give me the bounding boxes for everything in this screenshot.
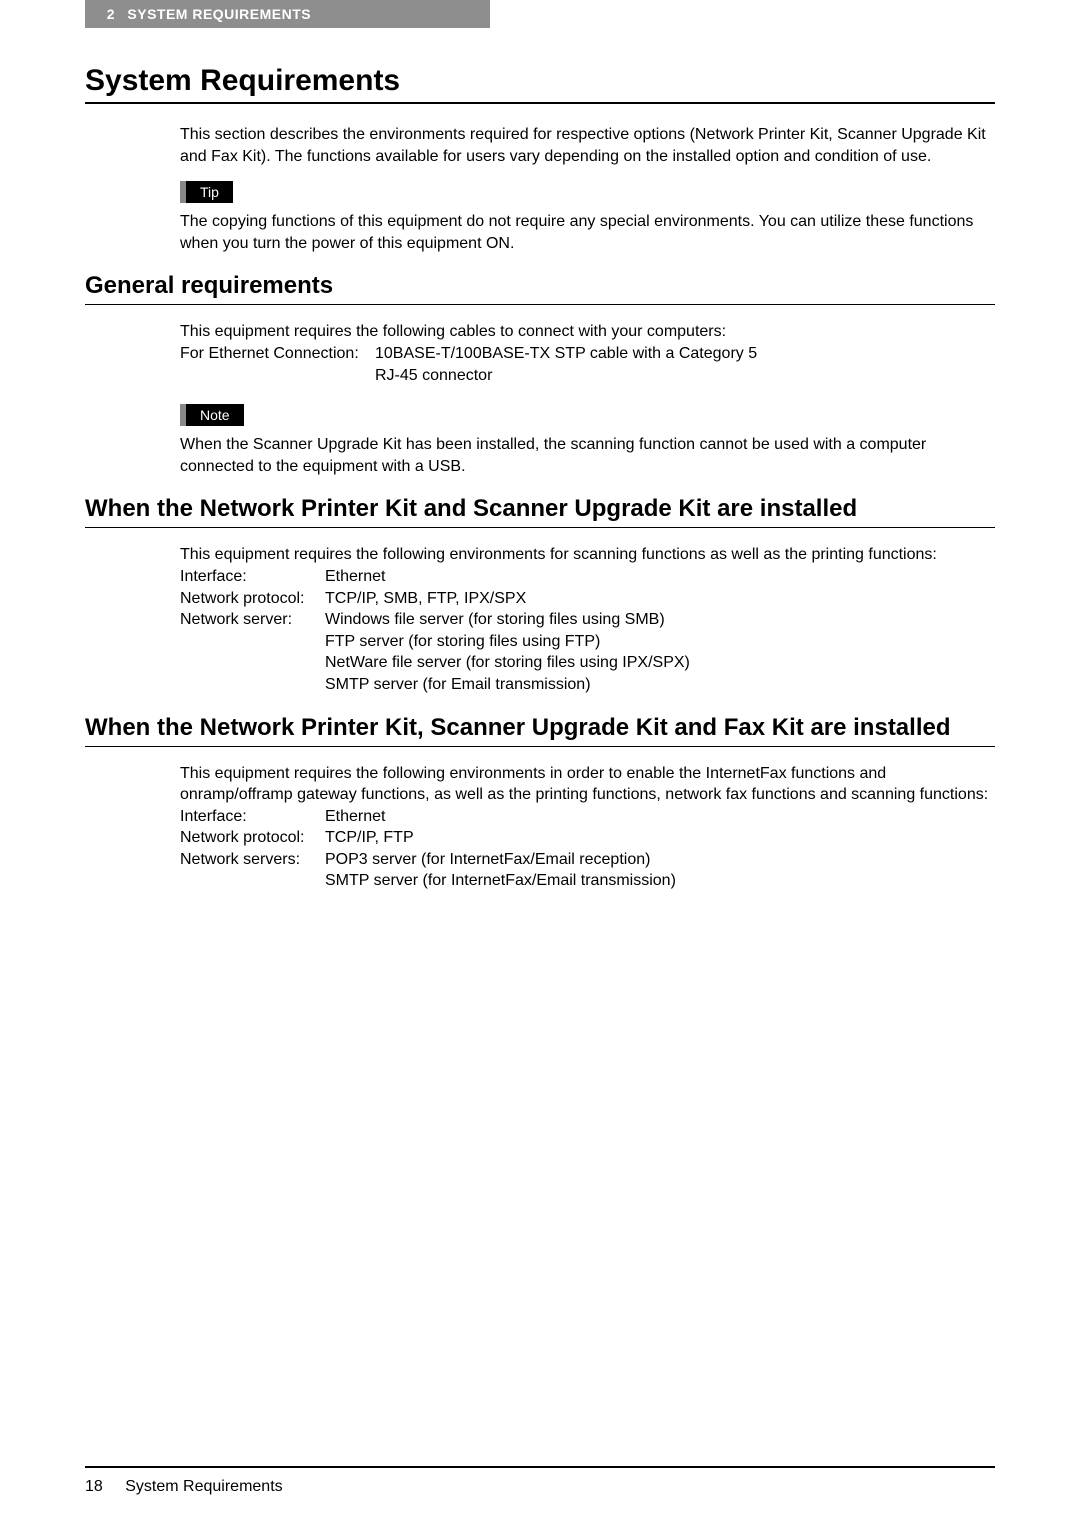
spec-value-line: POP3 server (for InternetFax/Email recep… [325, 849, 995, 871]
chapter-title: SYSTEM REQUIREMENTS [127, 6, 311, 22]
intro-paragraph: This section describes the environments … [180, 124, 995, 167]
note-label: Note [180, 404, 244, 426]
spec-row-interface: Interface: Ethernet [180, 806, 995, 828]
np-scanner-intro: This equipment requires the following en… [180, 544, 995, 566]
spec-value: TCP/IP, SMB, FTP, IPX/SPX [325, 588, 995, 610]
spec-row-protocol: Network protocol: TCP/IP, SMB, FTP, IPX/… [180, 588, 995, 610]
spec-label: Interface: [180, 566, 325, 588]
tip-label: Tip [180, 181, 233, 203]
cables-intro: This equipment requires the following ca… [180, 321, 995, 343]
chapter-header: 2 SYSTEM REQUIREMENTS [85, 0, 490, 28]
spec-label: Network protocol: [180, 588, 325, 610]
spec-value-line: SMTP server (for InternetFax/Email trans… [325, 870, 995, 892]
spec-row-interface: Interface: Ethernet [180, 566, 995, 588]
page-footer: 18 System Requirements [85, 1466, 995, 1496]
footer-rule [85, 1466, 995, 1468]
spec-label: Network protocol: [180, 827, 325, 849]
spec-value: Ethernet [325, 566, 995, 588]
cable-label: For Ethernet Connection: [180, 343, 375, 386]
footer-label: System Requirements [125, 1478, 282, 1495]
spec-value-line: SMTP server (for Email transmission) [325, 674, 995, 696]
spec-value-line: Windows file server (for storing files u… [325, 609, 995, 631]
spec-label: Interface: [180, 806, 325, 828]
chapter-number: 2 [97, 6, 115, 22]
spec-value-line: NetWare file server (for storing files u… [325, 652, 995, 674]
page-number: 18 [85, 1478, 103, 1496]
spec-value: TCP/IP, FTP [325, 827, 995, 849]
spec-label: Network server: [180, 609, 325, 695]
np-scanner-fax-intro: This equipment requires the following en… [180, 763, 995, 806]
cable-value-line1: 10BASE-T/100BASE-TX STP cable with a Cat… [375, 343, 995, 365]
tip-text: The copying functions of this equipment … [180, 211, 995, 254]
note-text: When the Scanner Upgrade Kit has been in… [180, 434, 995, 477]
spec-row-server: Network servers: POP3 server (for Intern… [180, 849, 995, 892]
spec-row-protocol: Network protocol: TCP/IP, FTP [180, 827, 995, 849]
section-heading-np-scanner: When the Network Printer Kit and Scanner… [85, 495, 995, 528]
spec-value: Ethernet [325, 806, 995, 828]
cable-value-line2: RJ-45 connector [375, 365, 995, 387]
spec-value-line: FTP server (for storing files using FTP) [325, 631, 995, 653]
spec-row-server: Network server: Windows file server (for… [180, 609, 995, 695]
cable-row: For Ethernet Connection: 10BASE-T/100BAS… [180, 343, 995, 386]
page-title: System Requirements [85, 64, 995, 104]
section-heading-general: General requirements [85, 272, 995, 305]
spec-label: Network servers: [180, 849, 325, 892]
section-heading-np-scanner-fax: When the Network Printer Kit, Scanner Up… [85, 714, 995, 747]
